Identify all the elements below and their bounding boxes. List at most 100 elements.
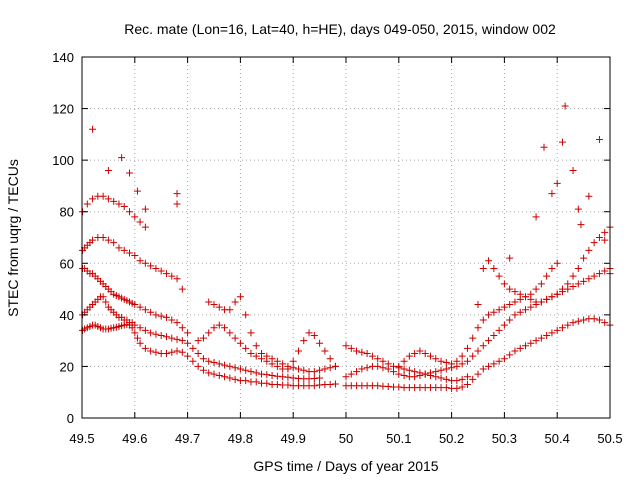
data-point <box>168 334 176 342</box>
data-point <box>601 236 609 244</box>
data-point <box>358 365 366 373</box>
data-point <box>463 373 471 381</box>
data-point <box>99 234 107 241</box>
data-point <box>532 285 540 293</box>
data-point <box>522 306 530 314</box>
data-point <box>321 365 329 373</box>
data-point <box>453 377 461 385</box>
data-point <box>432 355 440 363</box>
data-point <box>242 344 250 352</box>
data-point <box>463 380 471 388</box>
data-point <box>120 203 128 211</box>
data-point <box>548 293 556 301</box>
data-point <box>400 371 408 379</box>
data-point <box>247 329 255 337</box>
y-tick-label: 60 <box>60 256 74 271</box>
data-point <box>553 259 561 267</box>
data-point <box>115 244 123 252</box>
data-point <box>215 360 223 368</box>
data-point <box>411 350 419 358</box>
data-point <box>479 264 487 272</box>
data-point <box>99 293 107 301</box>
x-tick-label: 50.2 <box>439 431 464 446</box>
data-point <box>152 264 160 272</box>
data-point <box>442 375 450 383</box>
data-point <box>585 275 593 283</box>
data-point <box>416 369 424 377</box>
data-point <box>537 280 545 288</box>
data-point <box>537 298 545 306</box>
data-point <box>205 357 213 365</box>
data-point <box>506 351 514 359</box>
data-point <box>89 125 97 133</box>
data-point <box>432 373 440 381</box>
data-point <box>131 321 139 329</box>
data-point <box>258 370 266 378</box>
data-point <box>437 357 445 365</box>
data-point <box>574 317 582 325</box>
data-point <box>553 326 561 334</box>
data-point <box>242 366 250 374</box>
data-point <box>463 344 471 352</box>
data-point <box>268 371 276 379</box>
data-point <box>479 316 487 324</box>
data-point <box>221 373 229 381</box>
data-point <box>157 312 165 320</box>
data-point <box>516 308 524 316</box>
data-point <box>184 339 192 347</box>
data-point <box>173 347 181 355</box>
data-point <box>511 298 519 306</box>
data-point <box>141 306 149 314</box>
data-point <box>141 259 149 267</box>
data-point <box>236 293 244 301</box>
data-point <box>104 195 112 203</box>
data-point <box>426 352 434 360</box>
data-point <box>252 369 260 377</box>
data-point <box>569 272 577 280</box>
data-point <box>152 330 160 338</box>
data-point <box>247 350 255 358</box>
data-point <box>485 337 493 345</box>
data-point <box>205 369 213 377</box>
data-point <box>136 218 144 226</box>
data-point <box>400 365 408 373</box>
data-point <box>231 298 239 306</box>
data-point <box>448 360 456 368</box>
data-point <box>442 365 450 373</box>
data-point <box>279 373 287 381</box>
data-point <box>490 264 498 272</box>
data-point <box>458 352 466 360</box>
data-point <box>474 324 482 332</box>
data-point <box>384 360 392 368</box>
data-point <box>268 355 276 363</box>
data-point <box>532 213 540 221</box>
data-point <box>569 282 577 290</box>
data-point <box>590 272 598 280</box>
data-point <box>527 303 535 311</box>
data-point <box>500 303 508 311</box>
data-point <box>374 362 382 370</box>
x-tick-label: 49.8 <box>228 431 253 446</box>
data-point <box>189 344 197 352</box>
data-point <box>189 357 197 365</box>
data-point <box>310 368 318 376</box>
axis-ticks: 49.5 49.6 49.7 49.8 49.9 50 50.1 50.2 50.3 50.4 50… <box>52 50 622 446</box>
data-point <box>411 368 419 376</box>
data-point <box>199 366 207 374</box>
data-point <box>490 308 498 316</box>
data-point <box>247 368 255 376</box>
data-point <box>102 298 110 306</box>
data-point <box>147 347 155 355</box>
data-point <box>147 329 155 337</box>
data-point <box>595 270 603 278</box>
y-tick-label: 80 <box>60 205 74 220</box>
data-point <box>300 337 308 345</box>
data-point <box>136 257 144 265</box>
data-point <box>147 262 155 270</box>
data-point <box>210 301 218 309</box>
data-point <box>548 329 556 337</box>
data-point <box>585 192 593 200</box>
data-point <box>580 254 588 262</box>
data-point <box>147 308 155 316</box>
data-point <box>284 362 292 370</box>
